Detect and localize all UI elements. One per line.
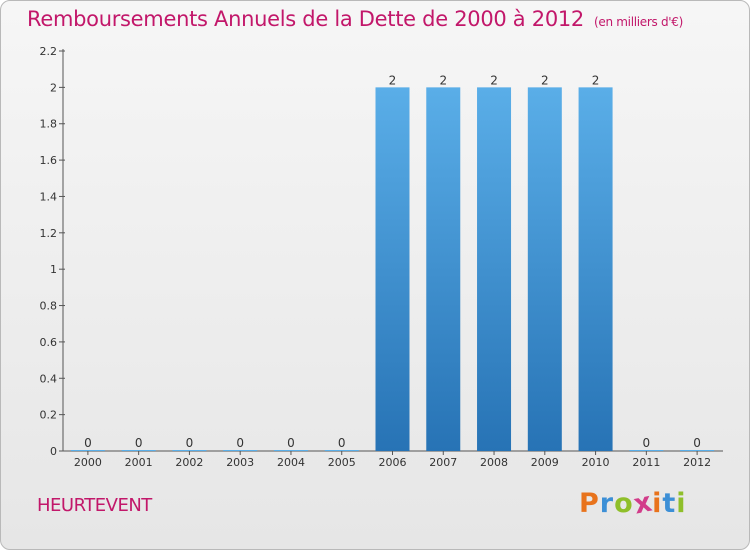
x-tick-label: 2002 (175, 456, 203, 469)
x-tick-label: 2001 (125, 456, 153, 469)
data-label: 0 (338, 436, 346, 450)
y-tick-label: 2.2 (40, 45, 58, 58)
bar (375, 87, 410, 451)
data-label: 2 (541, 73, 549, 87)
y-tick-label: 0.8 (40, 300, 58, 313)
bar (324, 450, 359, 451)
proxiti-logo: Proxiti (579, 486, 687, 520)
chart-title: Remboursements Annuels de la Dette de 20… (27, 7, 683, 31)
y-tick-label: 1 (50, 263, 57, 276)
y-tick-label: 1.4 (40, 190, 58, 203)
y-tick-label: 1.2 (40, 227, 58, 240)
x-tick-label: 2009 (531, 456, 559, 469)
chart-title-text: Remboursements Annuels de la Dette de 20… (27, 7, 584, 31)
bar (121, 450, 156, 451)
logo-letter: P (579, 488, 600, 519)
x-tick-label: 2010 (582, 456, 610, 469)
y-tick-label: 0 (50, 445, 57, 458)
logo-letter: r (599, 488, 615, 519)
bar (426, 87, 461, 451)
bar (273, 450, 308, 451)
data-label: 0 (135, 436, 143, 450)
logo-letter: t (662, 488, 677, 519)
data-label: 2 (490, 73, 498, 87)
y-tick-label: 0.4 (40, 372, 58, 385)
x-tick-label: 2004 (277, 456, 305, 469)
data-label: 2 (592, 73, 600, 87)
bar (70, 450, 105, 451)
y-tick-label: 2 (50, 81, 57, 94)
data-label: 2 (439, 73, 447, 87)
bar (172, 450, 207, 451)
data-label: 0 (287, 436, 295, 450)
data-label: 0 (84, 436, 92, 450)
data-label: 0 (643, 436, 651, 450)
y-tick-label: 1.8 (40, 118, 58, 131)
bar (578, 87, 613, 451)
x-tick-label: 2000 (74, 456, 102, 469)
bar (223, 450, 258, 451)
bar (680, 450, 715, 451)
logo-letter: i (652, 488, 663, 519)
bar (477, 87, 512, 451)
y-tick-label: 0.2 (40, 409, 58, 422)
value-labels: 0 0 0 0 0 0 2 2 2 2 2 0 0 (84, 73, 701, 450)
bar (527, 87, 562, 451)
y-tick-label: 0.6 (40, 336, 58, 349)
chart-unit: (en milliers d'€) (594, 15, 684, 29)
data-label: 2 (389, 73, 397, 87)
x-tick-label: 2011 (632, 456, 660, 469)
x-tick-label: 2008 (480, 456, 508, 469)
x-tick-label: 2007 (429, 456, 457, 469)
bars (70, 87, 715, 451)
bar (629, 450, 664, 451)
x-tick-label: 2012 (683, 456, 711, 469)
logo-letter: i (676, 488, 687, 519)
y-tick-label: 1.6 (40, 154, 58, 167)
data-label: 0 (186, 436, 194, 450)
data-label: 0 (236, 436, 244, 450)
x-tick-label: 2003 (226, 456, 254, 469)
data-label: 0 (693, 436, 701, 450)
commune-name: HEURTEVENT (37, 495, 152, 516)
logo-letter: o (614, 488, 634, 519)
x-tick-label: 2006 (379, 456, 407, 469)
x-tick-label: 2005 (328, 456, 356, 469)
